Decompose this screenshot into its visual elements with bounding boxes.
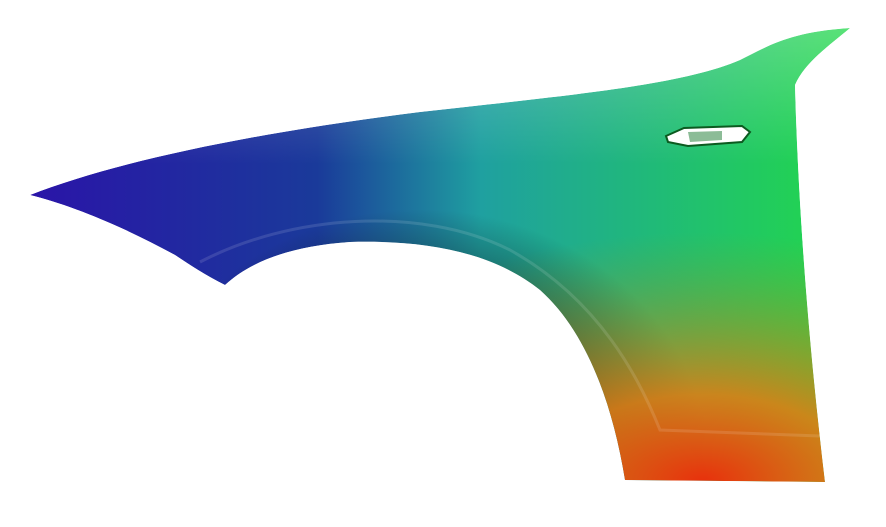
mirror-slot-inner [688,131,722,142]
fender-top-highlight [30,28,850,482]
arch-flare-line [199,219,821,438]
